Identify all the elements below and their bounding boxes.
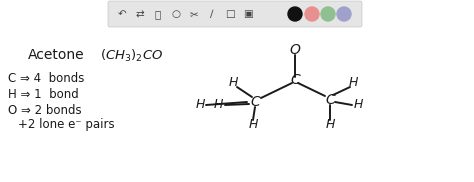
- Circle shape: [288, 7, 302, 21]
- Text: □: □: [225, 9, 235, 19]
- Text: H ⇒ 1  bond: H ⇒ 1 bond: [8, 88, 79, 101]
- Text: C: C: [325, 93, 335, 107]
- Text: H: H: [348, 76, 358, 90]
- Text: ○: ○: [172, 9, 181, 19]
- Text: H: H: [353, 98, 363, 112]
- Text: H: H: [325, 118, 335, 132]
- Text: C ⇒ 4  bonds: C ⇒ 4 bonds: [8, 72, 84, 85]
- Text: ↶: ↶: [118, 9, 127, 19]
- Text: H: H: [228, 76, 237, 90]
- Text: ✂: ✂: [190, 9, 199, 19]
- FancyBboxPatch shape: [108, 1, 362, 27]
- Text: Acetone: Acetone: [28, 48, 85, 62]
- Text: $(CH_3)_2CO$: $(CH_3)_2CO$: [100, 48, 164, 64]
- Text: H: H: [195, 98, 205, 112]
- Text: H: H: [213, 98, 223, 112]
- Text: ▣: ▣: [243, 9, 253, 19]
- Text: C: C: [250, 95, 260, 109]
- Text: +2 lone e⁻ pairs: +2 lone e⁻ pairs: [18, 118, 115, 131]
- Text: ⇄: ⇄: [136, 9, 145, 19]
- Text: O: O: [290, 43, 301, 57]
- Text: ∕: ∕: [210, 9, 214, 19]
- Text: H: H: [248, 118, 258, 132]
- Circle shape: [305, 7, 319, 21]
- Text: C: C: [290, 73, 300, 87]
- Circle shape: [321, 7, 335, 21]
- Text: O ⇒ 2 bonds: O ⇒ 2 bonds: [8, 104, 82, 117]
- Circle shape: [337, 7, 351, 21]
- Text: ⤦: ⤦: [155, 9, 161, 19]
